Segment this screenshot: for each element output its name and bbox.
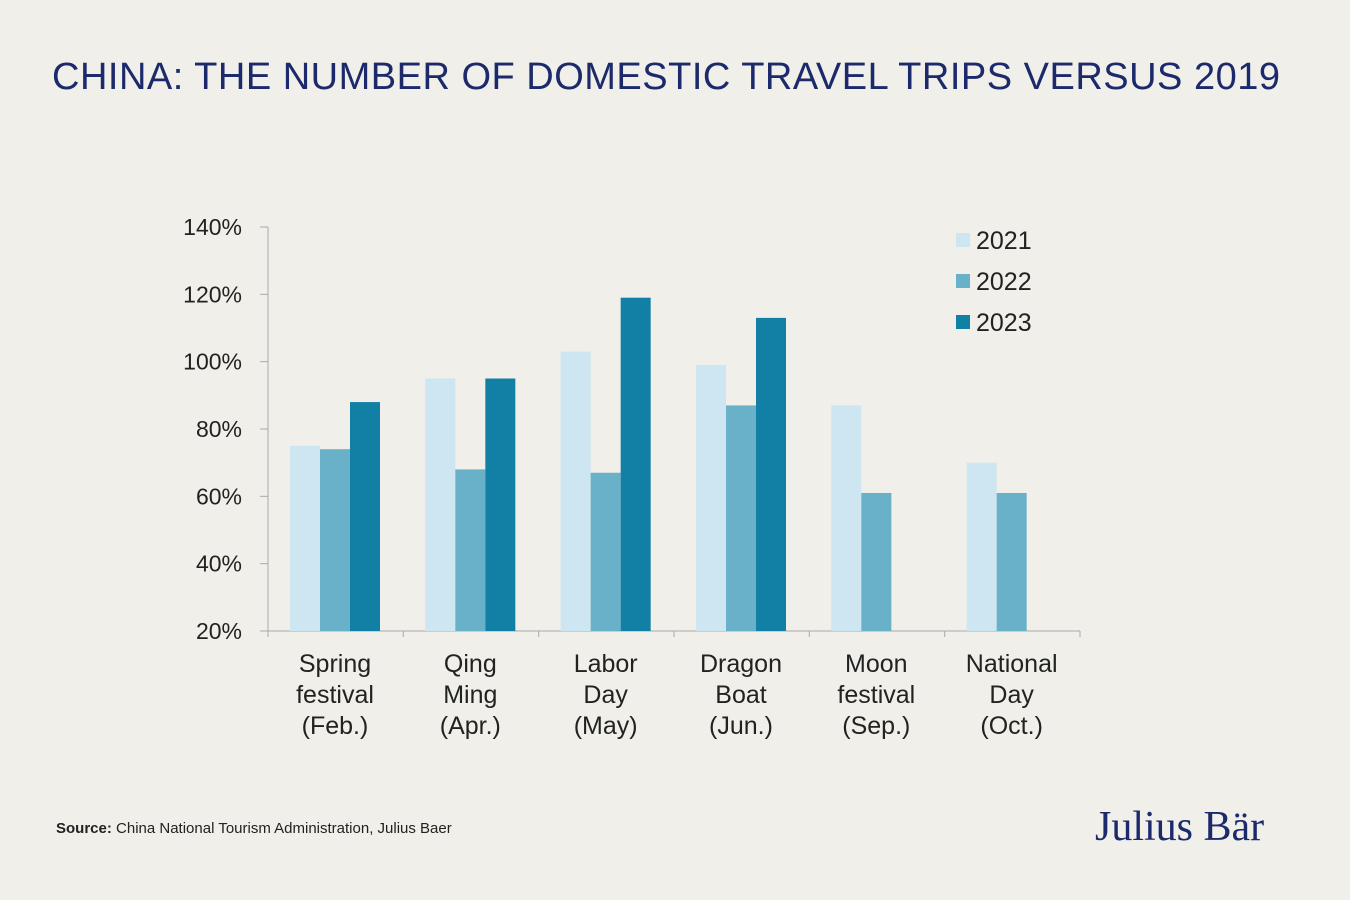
bar-2021	[831, 405, 862, 631]
x-axis: Spring festival (Feb.) Qing Ming (Apr.) Labor D…	[267, 630, 1081, 740]
x-category-label: National Day (Oct.)	[966, 650, 1058, 740]
julius-baer-logo: Julius Bär	[1095, 804, 1265, 850]
y-axis: 20% 40% 60% 80% 100% 120% 140%	[183, 214, 269, 644]
x-category-label: Qing Ming (Apr.)	[440, 650, 501, 740]
source-prefix: Source:	[56, 820, 112, 837]
y-tick-label: 100%	[183, 349, 242, 375]
bar-2023	[350, 402, 380, 631]
legend-label: 2021	[976, 227, 1032, 255]
y-tick-label: 60%	[196, 483, 242, 509]
legend-label: 2023	[976, 309, 1032, 337]
x-category-label: Labor Day (May)	[574, 650, 638, 740]
bar-2021	[966, 462, 997, 631]
legend-swatch	[956, 315, 970, 329]
y-tick-label: 140%	[183, 214, 242, 240]
chart-title: CHINA: THE NUMBER OF DOMESTIC TRAVEL TRI…	[52, 56, 1281, 98]
legend: 2021 2022 2023	[956, 227, 1032, 337]
legend-swatch	[956, 233, 970, 247]
bar-2021	[560, 351, 591, 631]
bar-2022	[861, 492, 892, 631]
x-category-label: Moon festival (Sep.)	[837, 650, 915, 740]
bar-2023	[756, 317, 786, 631]
source-text: China National Tourism Administration, J…	[111, 820, 452, 837]
bar-2021	[290, 445, 320, 631]
bar-2022	[726, 405, 756, 631]
bar-2022	[590, 472, 621, 631]
bar-2021	[425, 378, 456, 631]
source-note: Source: China National Tourism Administr…	[56, 820, 452, 837]
y-tick-label: 20%	[196, 618, 242, 644]
legend-label: 2022	[976, 268, 1032, 296]
x-category-label: Dragon Boat (Jun.)	[700, 650, 782, 740]
bar-2023	[485, 378, 516, 631]
bar-2022	[320, 449, 350, 631]
x-category-label: Spring festival (Feb.)	[296, 650, 374, 740]
bar-2022	[455, 469, 486, 631]
bars	[290, 297, 1027, 631]
y-tick-label: 80%	[196, 416, 242, 442]
y-tick-label: 40%	[196, 551, 242, 577]
y-tick-label: 120%	[183, 281, 242, 307]
bar-2023	[620, 297, 651, 631]
bar-2022	[996, 492, 1027, 631]
bar-2021	[696, 365, 726, 631]
legend-swatch	[956, 274, 970, 288]
